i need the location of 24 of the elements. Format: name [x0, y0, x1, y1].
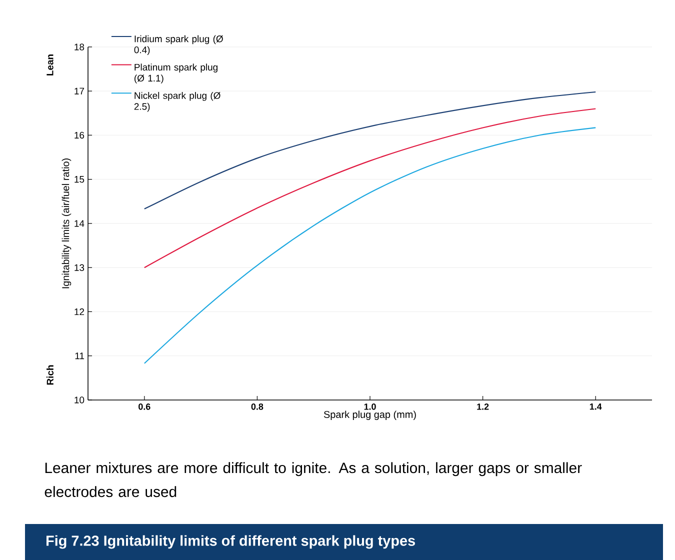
legend-label: Platinum spark plug (Ø 1.1) [134, 64, 218, 84]
x-tick-label: 1.2 [477, 404, 489, 410]
y-tick-label: 18 [74, 44, 84, 50]
y-tick-label: 17 [74, 88, 84, 94]
text: Rich [46, 365, 54, 385]
y-tick-label: 11 [75, 352, 84, 360]
y-tick-label: 16 [74, 132, 84, 139]
y-tick-label: 12 [74, 308, 84, 316]
x-tick-label: 1.4 [590, 404, 602, 410]
y-tick-label: 13 [74, 264, 84, 271]
x-tick-label: 0.8 [251, 404, 264, 410]
line-series [144, 127, 596, 364]
y-tick-label: 14 [74, 220, 84, 227]
x-tick-label: 1.0 [364, 404, 376, 410]
legend-label: Nickel spark plug (Ø 2.5) [134, 92, 220, 112]
y-tick-label: 15 [74, 176, 84, 183]
text: Fig 7.23 Ignitability limits of different spark plug types [46, 535, 415, 549]
text: Lean [46, 54, 54, 76]
text: Leaner mixtures are more difficult to ignite. As a solution, larger gaps or smaller electrodes are used [44, 462, 582, 498]
x-axis-title: Spark plug gap (mm) [324, 410, 416, 420]
x-tick-label: 0.6 [138, 404, 150, 410]
legend-label: Iridium spark plug (Ø 0.4) [134, 35, 224, 56]
y-axis-title: Ignitability limits (air/fuel ratio) [62, 158, 72, 288]
y-tick-label: 10 [74, 396, 84, 404]
